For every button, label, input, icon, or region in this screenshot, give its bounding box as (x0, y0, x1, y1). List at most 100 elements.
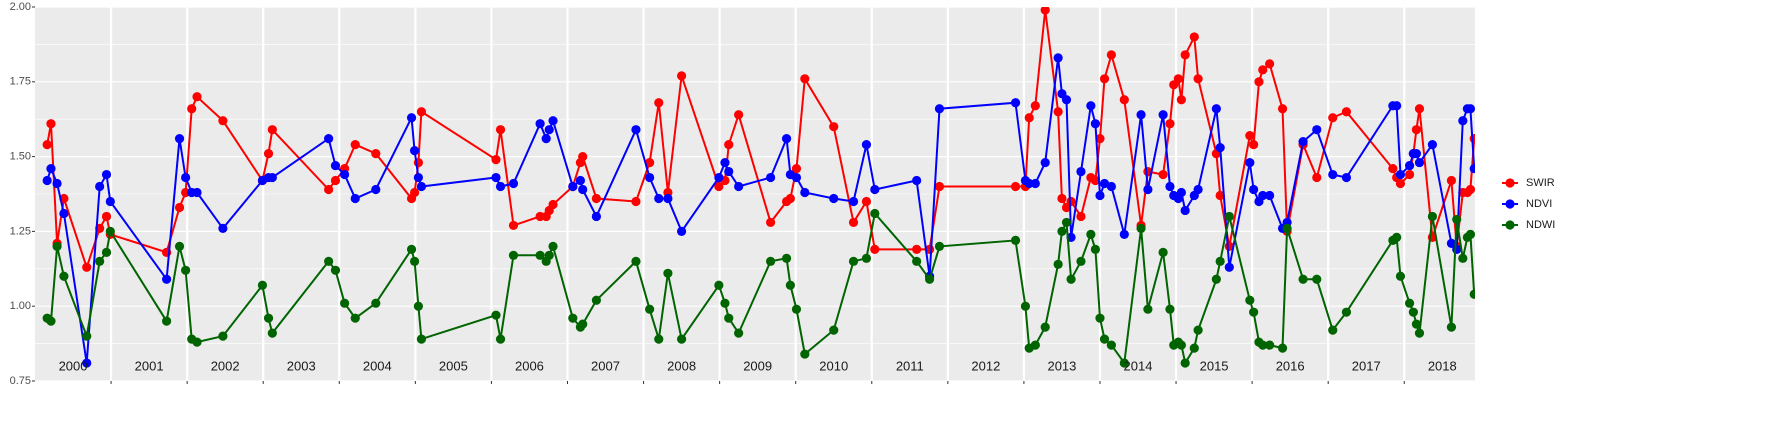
data-point (1446, 322, 1457, 332)
data-point (105, 226, 115, 236)
data-point (192, 187, 202, 198)
data-point (416, 107, 427, 117)
data-point (1258, 190, 1268, 201)
data-point (800, 187, 810, 198)
data-point (1090, 244, 1101, 254)
data-point (829, 193, 839, 204)
data-point (1040, 7, 1050, 15)
y-tick-label: 1.75 (10, 76, 31, 88)
data-point (1395, 178, 1406, 189)
data-point (1165, 181, 1175, 192)
data-point (162, 274, 172, 284)
data-point (591, 211, 601, 222)
data-point (870, 184, 880, 195)
data-point (218, 116, 228, 126)
data-point (330, 265, 341, 275)
year-label: 2002 (211, 358, 240, 373)
data-point (330, 175, 341, 186)
data-point (1249, 307, 1259, 317)
data-point (52, 241, 62, 251)
data-point (1245, 157, 1255, 168)
data-point (548, 199, 558, 210)
y-tick-label: 1.50 (10, 151, 31, 163)
year-label: 2015 (1200, 358, 1229, 373)
data-point (1469, 289, 1475, 299)
data-point (82, 262, 92, 272)
data-point (848, 217, 859, 228)
data-point (101, 211, 112, 222)
data-point (1258, 340, 1268, 350)
data-point (1469, 163, 1475, 174)
data-point (1076, 256, 1086, 266)
data-point (861, 140, 872, 150)
data-point (1099, 334, 1110, 344)
data-point (409, 256, 420, 266)
data-point (734, 328, 744, 338)
data-point (1061, 95, 1072, 105)
data-point (495, 125, 506, 135)
data-point (1189, 343, 1199, 353)
data-point (267, 172, 277, 183)
data-point (1341, 172, 1352, 183)
data-point (1427, 211, 1438, 222)
data-point (192, 92, 202, 102)
data-point (42, 140, 52, 150)
data-point (46, 119, 56, 129)
data-point (491, 172, 501, 183)
data-point (1030, 340, 1040, 350)
year-label: 2010 (819, 358, 848, 373)
data-point (578, 184, 588, 195)
year-label: 2018 (1428, 358, 1457, 373)
data-point (218, 331, 228, 341)
data-point (1119, 229, 1129, 239)
data-point (1106, 181, 1116, 192)
data-point (1249, 140, 1259, 150)
data-point (1143, 304, 1153, 314)
grid (35, 6, 1475, 382)
legend-label: NDWI (1526, 219, 1555, 231)
data-point (1312, 125, 1322, 135)
data-point (82, 358, 92, 368)
data-point (406, 113, 417, 123)
series-line (46, 211, 1475, 366)
year-label: 2007 (591, 358, 620, 373)
data-point (1053, 107, 1063, 117)
data-point (1404, 169, 1415, 180)
data-point (829, 325, 839, 335)
data-point (1277, 343, 1288, 353)
data-point (1193, 325, 1203, 335)
data-point (1180, 50, 1190, 60)
data-point (781, 134, 792, 144)
year-label: 2004 (363, 358, 392, 373)
data-point (785, 193, 795, 204)
data-point (495, 334, 506, 344)
year-label: 2009 (743, 358, 772, 373)
data-point (781, 253, 792, 263)
data-point (105, 196, 115, 207)
data-point (1106, 340, 1116, 350)
y-tick-label: 0.75 (10, 375, 31, 387)
data-point (1446, 238, 1457, 248)
data-point (1053, 259, 1063, 269)
year-label: 2006 (515, 358, 544, 373)
data-point (371, 149, 381, 159)
data-point (59, 271, 69, 281)
data-point (46, 316, 56, 326)
data-point (1040, 322, 1050, 332)
data-point (1189, 32, 1199, 42)
data-point (1158, 169, 1168, 180)
legend-marker (1505, 199, 1515, 209)
data-point (631, 125, 641, 135)
data-point (257, 280, 268, 290)
data-point (1328, 169, 1338, 180)
data-point (1245, 295, 1255, 305)
data-point (765, 256, 776, 266)
data-point (59, 208, 69, 219)
legend-label: SWIR (1526, 177, 1555, 189)
data-point (676, 226, 687, 236)
data-point (187, 104, 197, 114)
data-point (934, 104, 945, 114)
data-point (765, 172, 776, 183)
data-point (800, 74, 810, 84)
